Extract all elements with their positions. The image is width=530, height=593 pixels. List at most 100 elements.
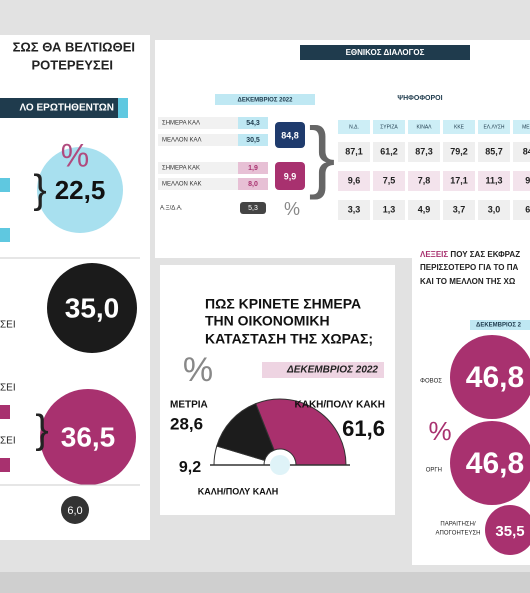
cell	[373, 171, 405, 191]
cell	[443, 142, 475, 162]
circle	[47, 263, 137, 353]
row-label: ΣΗΜΕΡΑ ΚΑΛ	[162, 121, 200, 127]
label: ΣΕΙ	[0, 436, 16, 447]
marker	[0, 178, 10, 192]
column-header: ΚΚΕ	[454, 124, 465, 130]
brace: }	[33, 168, 46, 212]
value: 46,8	[466, 447, 524, 480]
cell	[338, 171, 370, 191]
marker	[0, 228, 10, 242]
circle	[450, 421, 530, 505]
value-box	[240, 202, 266, 214]
cell	[338, 142, 370, 162]
value-box	[238, 162, 268, 174]
brace: }	[309, 111, 336, 200]
cell-value: 7,8	[418, 175, 431, 185]
header-cell	[478, 120, 510, 134]
cell	[408, 142, 440, 162]
header-cell	[443, 120, 475, 134]
cell-value: 9,6	[348, 175, 361, 185]
table: Ν.Δ. ΣΥΡΙΖΑ ΚΙΝΑΛ ΚΚΕ ΕΛ.ΛΥΣΗ ΜΕΡΑ 87,1 61,2 87,…	[338, 120, 530, 220]
value: 46,8	[466, 361, 524, 394]
title: ΚΑΤΑΣΤΑΣΗ ΤΗΣ ΧΩΡΑΣ;	[205, 331, 373, 347]
title-bar	[300, 45, 470, 60]
title: ΠΕΡΙΣΣΟΤΕΡΟ ΓΙΑ ΤΟ ΠΑ	[420, 263, 518, 272]
cell	[513, 142, 530, 162]
row-label: ΜΕΛΛΟΝ ΚΑΛ	[162, 138, 202, 144]
header-cell	[338, 120, 370, 134]
title: ΛΕΞΕΙΣ ΠΟΥ ΣΑΣ ΕΚΦΡΑΖ	[420, 250, 520, 259]
cell-value: 4,9	[418, 204, 431, 214]
title-line: ΠΟΥ ΣΑΣ ΕΚΦΡΑΖ	[450, 250, 520, 259]
title: ΤΗΝ ΟΙΚΟΝΟΜΙΚΗ	[205, 313, 330, 329]
cell-value: 3,7	[453, 204, 466, 214]
cell	[443, 171, 475, 191]
row-label: ΜΕΛΛΟΝ ΚΑΚ	[162, 182, 202, 188]
label: ΑΠΟΓΟΗΤΕΥΣΗ	[435, 531, 480, 537]
cell	[513, 200, 530, 220]
rows: ΣΗΜΕΡΑ ΚΑΛ 54,3 ΜΕΛΛΟΝ ΚΑΛ 30,5 ΣΗΜΕΡΑ ΚΑΚ 1,…	[158, 117, 268, 190]
cell-value: 3,3	[348, 204, 361, 214]
cell-value: 87,1	[345, 146, 363, 156]
circle	[61, 496, 89, 524]
cell	[478, 200, 510, 220]
percent: %	[428, 416, 451, 446]
column-header: ΕΛ.ΛΥΣΗ	[483, 124, 504, 130]
brace: }	[35, 408, 48, 452]
gauge	[210, 398, 350, 475]
label: ΣΕΙ	[0, 383, 16, 394]
value-label: 28,6	[170, 414, 203, 433]
date: ΔΕΚΕΜΒΡΙΟΣ 2	[476, 323, 522, 329]
circle	[485, 505, 530, 555]
marker	[0, 458, 10, 472]
label: ΚΑΚΗ/ΠΟΛΥ ΚΑΚΗ	[295, 400, 386, 411]
date-bar	[215, 94, 315, 105]
row-value: 1,9	[248, 165, 258, 172]
sum: 84,8	[281, 130, 299, 140]
label: Α.Ξ/Δ.Α.	[160, 206, 183, 212]
cell-value: 9,	[525, 175, 530, 185]
cell	[513, 171, 530, 191]
gauge-segment	[255, 398, 347, 466]
gauge-hub	[270, 455, 290, 475]
column-header: Ν.Δ.	[349, 124, 359, 130]
value-box	[238, 117, 268, 129]
cell-value: 61,2	[380, 146, 398, 156]
banner	[0, 98, 128, 118]
column-header: ΜΕΡΑ	[522, 124, 530, 130]
label: ΟΡΓΗ	[426, 468, 442, 474]
row-value: 54,3	[246, 120, 260, 127]
cell	[408, 171, 440, 191]
header-cell	[513, 120, 530, 134]
label: ΣΕΙ	[0, 320, 16, 331]
cell	[373, 200, 405, 220]
cell	[408, 200, 440, 220]
date: ΔΕΚΕΜΒΡΙΟΣ 2022	[238, 98, 294, 104]
sum-box	[275, 162, 305, 190]
marker	[0, 405, 10, 419]
sum: 9,9	[284, 171, 297, 181]
row-value: 30,5	[246, 137, 260, 144]
circle	[37, 147, 123, 233]
cell	[338, 200, 370, 220]
label: ΜΕΤΡΙΑ	[170, 400, 208, 411]
value-box	[238, 134, 268, 146]
value: 6,0	[67, 505, 82, 517]
value: 5,3	[248, 205, 258, 212]
cell-value: 84,	[523, 146, 530, 156]
cell-value: 85,7	[485, 146, 503, 156]
footer-strip	[0, 572, 530, 593]
highlight: ΛΕΞΕΙΣ	[420, 250, 448, 259]
header-cell	[373, 120, 405, 134]
cell-value: 7,5	[383, 175, 396, 185]
value: 36,5	[61, 421, 116, 452]
value: 35,5	[495, 523, 524, 540]
column-header: ΣΥΡΙΖΑ	[380, 124, 398, 130]
cell-value: 1,3	[383, 204, 396, 214]
percent: %	[284, 199, 300, 219]
banner-text: ΛΟ ΕΡΩΤΗΘΕΝΤΩΝ	[20, 103, 114, 114]
row-label: ΣΗΜΕΡΑ ΚΑΚ	[162, 166, 200, 172]
cell-value: 87,3	[415, 146, 433, 156]
title: ΚΑΙ ΤΟ ΜΕΛΛΟΝ ΤΗΣ ΧΩ	[420, 277, 516, 286]
cell	[443, 200, 475, 220]
